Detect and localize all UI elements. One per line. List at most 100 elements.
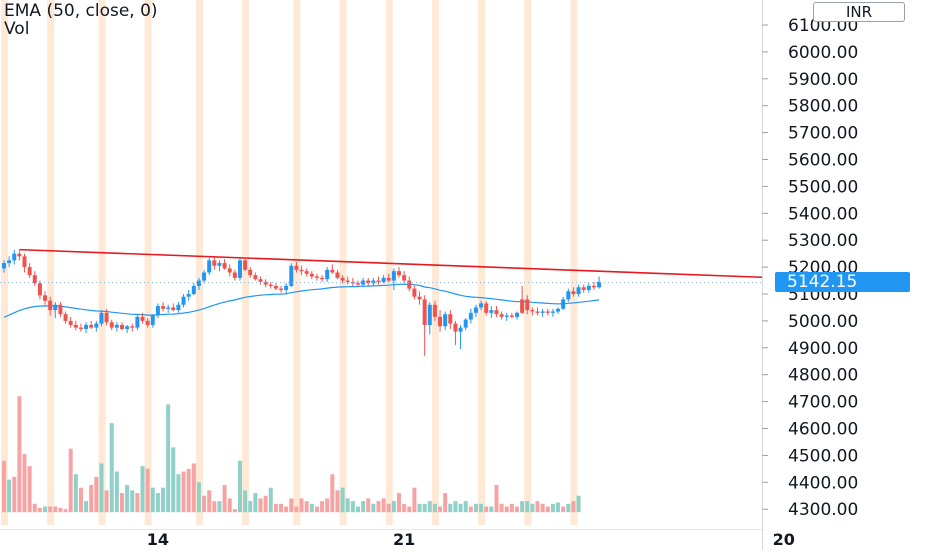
volume-bar-46 [237, 460, 242, 513]
candle-body-23 [119, 324, 124, 329]
candle-body-7 [37, 283, 42, 296]
volume-bar-39 [202, 495, 207, 513]
candle-body-99 [509, 315, 514, 317]
candle-body-108 [556, 308, 561, 312]
candle-8 [43, 291, 48, 305]
candle-body-78 [402, 275, 407, 281]
session-band-8 [385, 0, 393, 525]
volume-legend[interactable]: Vol [4, 19, 30, 39]
candle-67 [345, 276, 350, 285]
volume-bar-16 [84, 501, 89, 513]
time-tick-label-2: 20 [773, 530, 795, 549]
volume-bar-97 [499, 503, 504, 513]
volume-bar-68 [350, 501, 355, 513]
candle-36 [186, 289, 191, 301]
volume-bar-40 [207, 490, 212, 513]
candle-39 [202, 269, 207, 284]
volume-bar-108 [556, 502, 561, 513]
volume-bar-9 [48, 506, 53, 513]
candle-body-0 [2, 263, 6, 269]
candle-body-9 [48, 300, 53, 311]
candle-0 [2, 260, 6, 273]
candle-body-72 [371, 280, 376, 284]
price-tick-label-16: 4500.00 [788, 446, 858, 466]
candle-35 [181, 294, 186, 308]
candle-body-30 [155, 306, 160, 316]
volume-bar-76 [391, 501, 396, 513]
candle-98 [504, 312, 509, 321]
candle-body-63 [325, 269, 330, 280]
volume-bar-101 [520, 501, 525, 513]
volume-bar-44 [227, 498, 232, 513]
volume-bar-91 [468, 506, 473, 513]
candle-2 [12, 249, 17, 265]
candle-body-90 [463, 319, 468, 328]
candle-66 [340, 275, 345, 284]
candle-body-48 [248, 269, 253, 276]
candle-body-28 [145, 320, 150, 325]
candle-69 [355, 280, 360, 288]
candle-body-26 [135, 316, 140, 328]
candle-94 [484, 300, 489, 316]
currency-selector[interactable]: INR [813, 2, 905, 22]
volume-bar-110 [566, 503, 571, 513]
candle-body-46 [237, 260, 242, 278]
candle-90 [463, 318, 468, 331]
volume-bar-83 [427, 501, 432, 513]
volume-bar-32 [166, 404, 171, 513]
volume-bar-48 [248, 501, 253, 513]
volume-bar-88 [453, 501, 458, 513]
candle-87 [448, 310, 453, 329]
candle-95 [489, 306, 494, 319]
volume-bar-27 [140, 466, 145, 513]
candle-103 [530, 307, 535, 316]
candle-body-12 [63, 314, 68, 321]
volume-bar-111 [571, 501, 576, 513]
ema-legend[interactable]: EMA (50, close, 0) [4, 1, 158, 21]
candle-body-25 [130, 326, 135, 328]
legend: EMA (50, close, 0) Vol [4, 2, 158, 38]
volume-bar-99 [509, 503, 514, 513]
candle-82 [422, 295, 427, 356]
candle-85 [438, 310, 443, 332]
candle-18 [94, 320, 99, 332]
candle-40 [207, 257, 212, 276]
candle-body-95 [489, 310, 494, 313]
candle-body-53 [273, 285, 278, 289]
candle-body-110 [566, 291, 571, 300]
candle-body-97 [499, 314, 504, 317]
candle-97 [499, 311, 504, 320]
candle-body-18 [94, 323, 99, 328]
volume-bar-15 [78, 487, 83, 513]
candle-body-36 [186, 294, 191, 297]
candle-19 [99, 310, 104, 327]
candle-29 [150, 314, 155, 328]
candle-1 [7, 256, 12, 268]
candle-body-47 [243, 260, 248, 270]
candle-body-10 [53, 304, 58, 311]
candle-body-22 [114, 324, 119, 328]
session-band-12 [570, 0, 578, 525]
volume-bar-47 [243, 490, 248, 513]
volume-bar-3 [17, 396, 22, 513]
candle-body-43 [222, 263, 227, 269]
volume-bar-14 [73, 474, 78, 513]
candle-16 [84, 322, 89, 334]
price-tick-label-6: 5500.00 [788, 177, 858, 197]
price-tick-label-12: 4900.00 [788, 339, 858, 359]
volume-bar-107 [550, 503, 555, 513]
candle-body-60 [309, 273, 314, 277]
candle-58 [299, 265, 304, 276]
volume-bar-11 [58, 507, 63, 513]
price-tick-label-8: 5300.00 [788, 231, 858, 251]
volume-bar-28 [145, 468, 150, 513]
candle-body-74 [381, 277, 386, 282]
volume-bar-37 [191, 463, 196, 513]
candle-47 [243, 259, 248, 272]
candle-body-67 [345, 280, 350, 282]
volume-bar-95 [489, 506, 494, 513]
price-tick-label-15: 4600.00 [788, 420, 858, 440]
candle-59 [304, 268, 309, 277]
candle-99 [509, 312, 514, 319]
